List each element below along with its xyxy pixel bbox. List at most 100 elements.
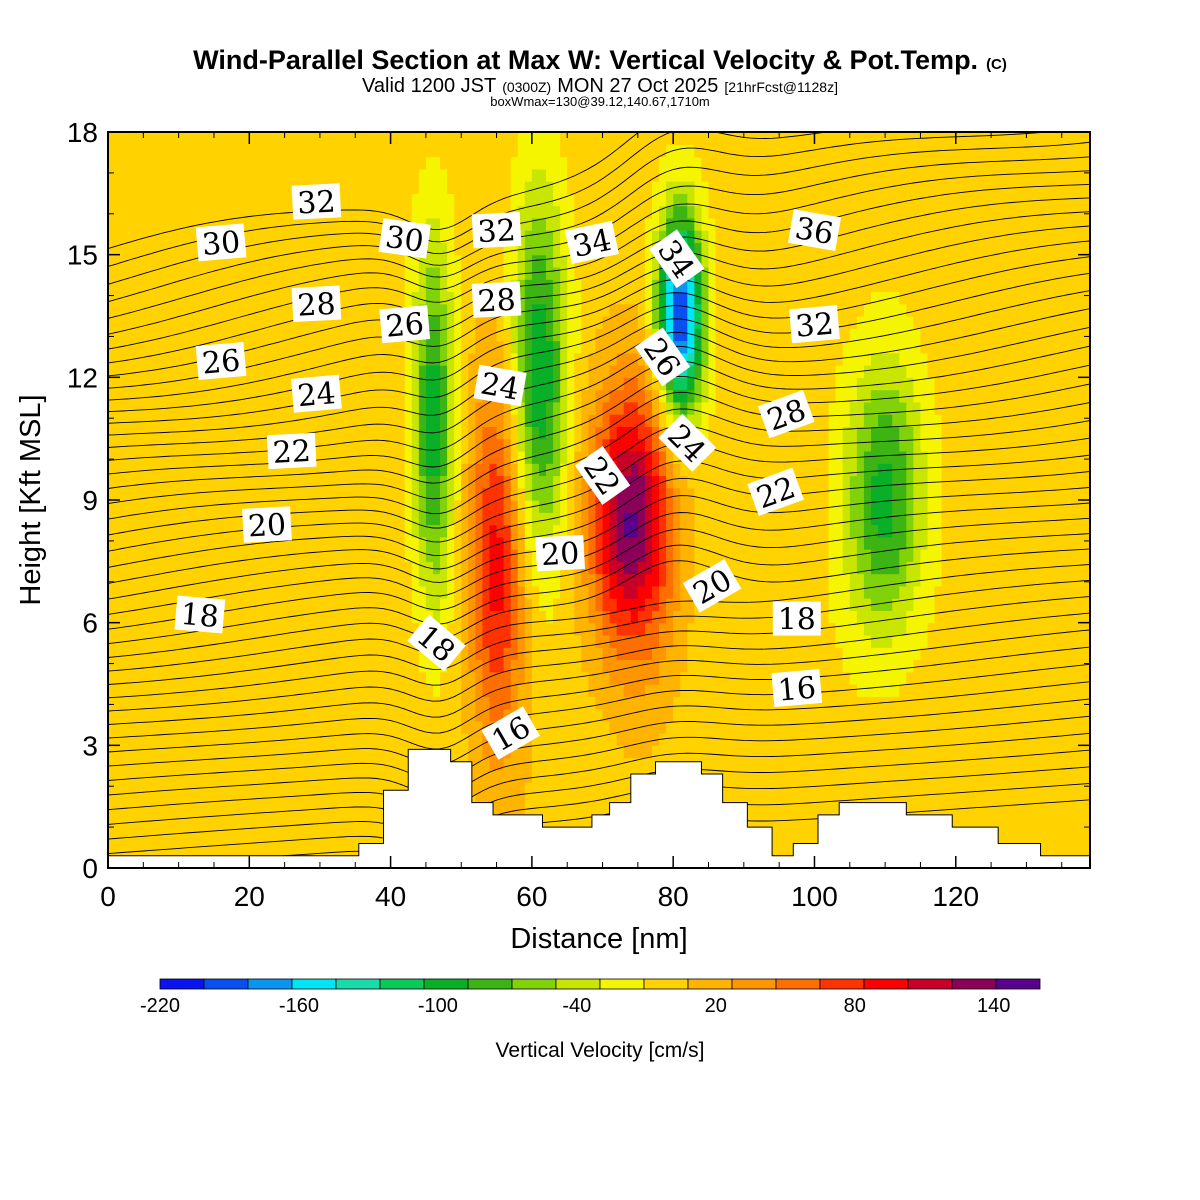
velocity-cell [291,340,300,354]
velocity-cell [567,500,575,513]
velocity-cell [150,561,159,575]
velocity-cell [221,647,229,661]
velocity-cell [489,316,498,329]
velocity-cell [673,132,681,145]
velocity-cell [228,536,236,550]
velocity-cell [199,806,208,820]
velocity-cell [687,622,695,636]
velocity-cell [376,794,385,808]
velocity-cell [319,536,328,550]
velocity-cell [546,696,554,710]
velocity-cell [206,745,215,759]
velocity-cell [178,279,187,293]
velocity-cell [178,254,187,268]
velocity-cell [312,708,321,722]
velocity-cell [305,475,314,489]
velocity-cell [644,512,653,526]
velocity-cell [461,144,469,158]
velocity-cell [291,132,300,145]
velocity-cell [461,585,469,599]
velocity-cell [454,610,462,624]
velocity-cell [517,291,526,305]
velocity-cell [164,733,173,746]
velocity-cell [425,720,434,734]
velocity-cell [213,524,222,538]
velocity-cell [129,512,137,526]
velocity-cell [242,217,250,231]
velocity-cell [482,647,491,661]
velocity-cell [644,303,653,317]
velocity-cell [284,254,293,268]
velocity-cell [341,647,349,661]
velocity-cell [206,254,215,268]
velocity-cell [376,401,385,415]
velocity-cell [390,512,399,526]
velocity-cell [524,512,533,526]
velocity-cell [510,316,519,329]
velocity-cell [560,352,568,366]
velocity-cell [284,328,293,342]
velocity-cell [136,463,144,477]
velocity-cell [334,168,342,182]
velocity-cell [475,536,484,550]
velocity-cell [524,438,533,452]
velocity-cell [524,585,533,599]
velocity-cell [673,622,681,636]
velocity-cell [425,598,434,611]
velocity-cell [228,414,236,427]
velocity-cell [517,401,526,415]
velocity-cell [242,769,250,783]
velocity-cell [461,352,469,366]
velocity-cell [242,352,250,366]
velocity-cell [362,450,370,464]
velocity-cell [454,426,462,440]
velocity-cell [164,659,173,673]
velocity-cell [228,818,236,832]
velocity-cell [150,585,159,599]
velocity-cell [553,132,561,145]
velocity-cell [221,205,229,219]
velocity-cell [136,181,144,194]
velocity-cell [553,303,561,317]
velocity-cell [383,524,392,538]
velocity-cell [256,426,265,440]
velocity-cell [213,684,222,697]
velocity-cell [553,414,561,427]
velocity-cell [277,634,286,648]
velocity-cell [475,720,484,734]
velocity-cell [637,303,646,317]
velocity-cell [362,132,370,145]
velocity-cell [581,794,590,808]
velocity-cell [602,573,611,587]
velocity-cell [376,806,385,820]
velocity-cell [115,524,123,538]
velocity-cell [447,475,455,489]
velocity-cell [235,610,243,624]
velocity-cell [348,242,356,256]
velocity-cell [305,634,314,648]
velocity-cell [637,316,646,329]
velocity-cell [319,818,328,832]
velocity-cell [164,487,173,501]
velocity-cell [602,401,611,415]
velocity-cell [284,549,293,562]
velocity-cell [178,524,187,538]
velocity-cell [221,181,229,194]
velocity-cell [115,536,123,550]
velocity-cell [468,377,476,391]
velocity-cell [319,708,328,722]
velocity-cell [206,500,215,513]
velocity-cell [171,769,180,783]
velocity-cell [270,401,279,415]
velocity-cell [461,242,469,256]
velocity-cell [298,144,307,158]
velocity-cell [199,671,208,685]
velocity-cell [602,414,611,427]
velocity-cell [348,500,356,513]
velocity-cell [376,610,385,624]
velocity-cell [651,414,660,427]
velocity-cell [334,426,342,440]
velocity-cell [256,450,265,464]
velocity-cell [644,132,653,145]
velocity-cell [489,266,498,280]
